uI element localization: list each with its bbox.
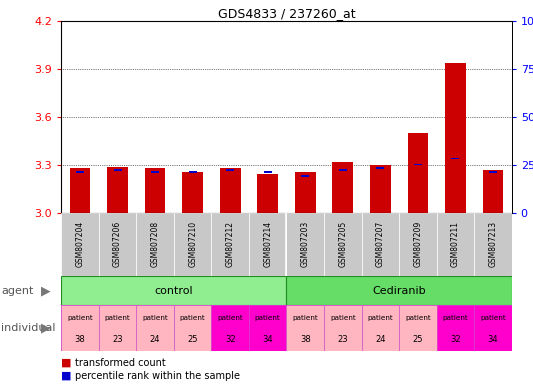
Bar	[301, 175, 309, 177]
Title: GDS4833 / 237260_at: GDS4833 / 237260_at	[217, 7, 356, 20]
Bar	[257, 174, 278, 213]
Text: Cediranib: Cediranib	[372, 286, 426, 296]
Text: ▶: ▶	[41, 322, 51, 335]
Bar	[474, 213, 512, 276]
Text: 24: 24	[150, 335, 160, 344]
Text: patient: patient	[442, 315, 469, 321]
Text: patient: patient	[104, 315, 131, 321]
Text: patient: patient	[180, 315, 206, 321]
Bar	[227, 169, 234, 171]
Text: patient: patient	[255, 315, 280, 321]
Bar	[370, 165, 391, 213]
Bar	[376, 167, 384, 169]
Bar	[339, 169, 346, 171]
Text: GSM807213: GSM807213	[488, 221, 497, 267]
Bar	[399, 305, 437, 351]
Bar	[324, 213, 361, 276]
Bar	[61, 213, 99, 276]
Bar	[361, 213, 399, 276]
Bar	[174, 305, 212, 351]
Text: 34: 34	[488, 335, 498, 344]
Bar	[474, 305, 512, 351]
Text: patient: patient	[142, 315, 168, 321]
Text: agent: agent	[1, 286, 34, 296]
Text: 23: 23	[337, 335, 348, 344]
Text: 38: 38	[75, 335, 85, 344]
Text: patient: patient	[480, 315, 506, 321]
Text: control: control	[155, 286, 193, 296]
Bar	[295, 172, 316, 213]
Text: ■: ■	[61, 358, 72, 368]
Text: patient: patient	[67, 315, 93, 321]
Text: patient: patient	[367, 315, 393, 321]
Text: 25: 25	[413, 335, 423, 344]
Text: 24: 24	[375, 335, 385, 344]
Bar	[61, 305, 287, 351]
Bar	[76, 171, 84, 173]
Text: percentile rank within the sample: percentile rank within the sample	[75, 371, 240, 381]
Bar	[174, 213, 212, 276]
Bar	[287, 305, 512, 351]
Bar	[220, 168, 240, 213]
Bar	[437, 305, 474, 351]
Bar	[212, 305, 249, 351]
Bar	[361, 305, 399, 351]
Bar	[287, 305, 324, 351]
Bar	[136, 305, 174, 351]
Text: GSM807207: GSM807207	[376, 221, 385, 267]
Text: GSM807214: GSM807214	[263, 221, 272, 267]
Bar	[151, 171, 159, 173]
Bar	[324, 305, 361, 351]
Bar	[182, 172, 203, 213]
Text: individual: individual	[1, 323, 55, 333]
Text: 25: 25	[188, 335, 198, 344]
Bar	[212, 213, 249, 276]
Text: GSM807208: GSM807208	[151, 221, 159, 267]
Text: GSM807209: GSM807209	[414, 221, 422, 267]
Bar	[189, 171, 197, 173]
Bar	[489, 171, 497, 173]
Text: 32: 32	[225, 335, 236, 344]
Bar	[482, 170, 503, 213]
Bar	[445, 63, 466, 213]
Bar	[70, 168, 91, 213]
Bar	[264, 171, 272, 173]
Text: patient: patient	[405, 315, 431, 321]
Bar	[333, 162, 353, 213]
Bar	[61, 276, 287, 305]
Bar	[249, 305, 287, 351]
Text: 32: 32	[450, 335, 461, 344]
Bar	[145, 168, 165, 213]
Text: transformed count: transformed count	[75, 358, 165, 368]
Bar	[399, 213, 437, 276]
Text: patient: patient	[293, 315, 318, 321]
Text: ■: ■	[61, 371, 72, 381]
Bar	[451, 158, 459, 159]
Text: 23: 23	[112, 335, 123, 344]
Text: GSM807204: GSM807204	[76, 221, 85, 267]
Bar	[99, 213, 136, 276]
Text: patient: patient	[217, 315, 243, 321]
Bar	[287, 213, 324, 276]
Bar	[114, 169, 122, 171]
Bar	[107, 167, 128, 213]
Bar	[61, 305, 99, 351]
Bar	[99, 305, 136, 351]
Bar	[437, 213, 474, 276]
Text: GSM807206: GSM807206	[113, 221, 122, 267]
Bar	[408, 133, 428, 213]
Text: GSM807205: GSM807205	[338, 221, 348, 267]
Text: ▶: ▶	[41, 285, 51, 297]
Text: patient: patient	[330, 315, 356, 321]
Text: GSM807203: GSM807203	[301, 221, 310, 267]
Bar	[249, 213, 287, 276]
Bar	[414, 164, 422, 165]
Bar	[287, 276, 512, 305]
Text: GSM807211: GSM807211	[451, 221, 460, 267]
Text: GSM807212: GSM807212	[225, 221, 235, 267]
Text: 38: 38	[300, 335, 311, 344]
Text: GSM807210: GSM807210	[188, 221, 197, 267]
Text: 34: 34	[262, 335, 273, 344]
Bar	[136, 213, 174, 276]
